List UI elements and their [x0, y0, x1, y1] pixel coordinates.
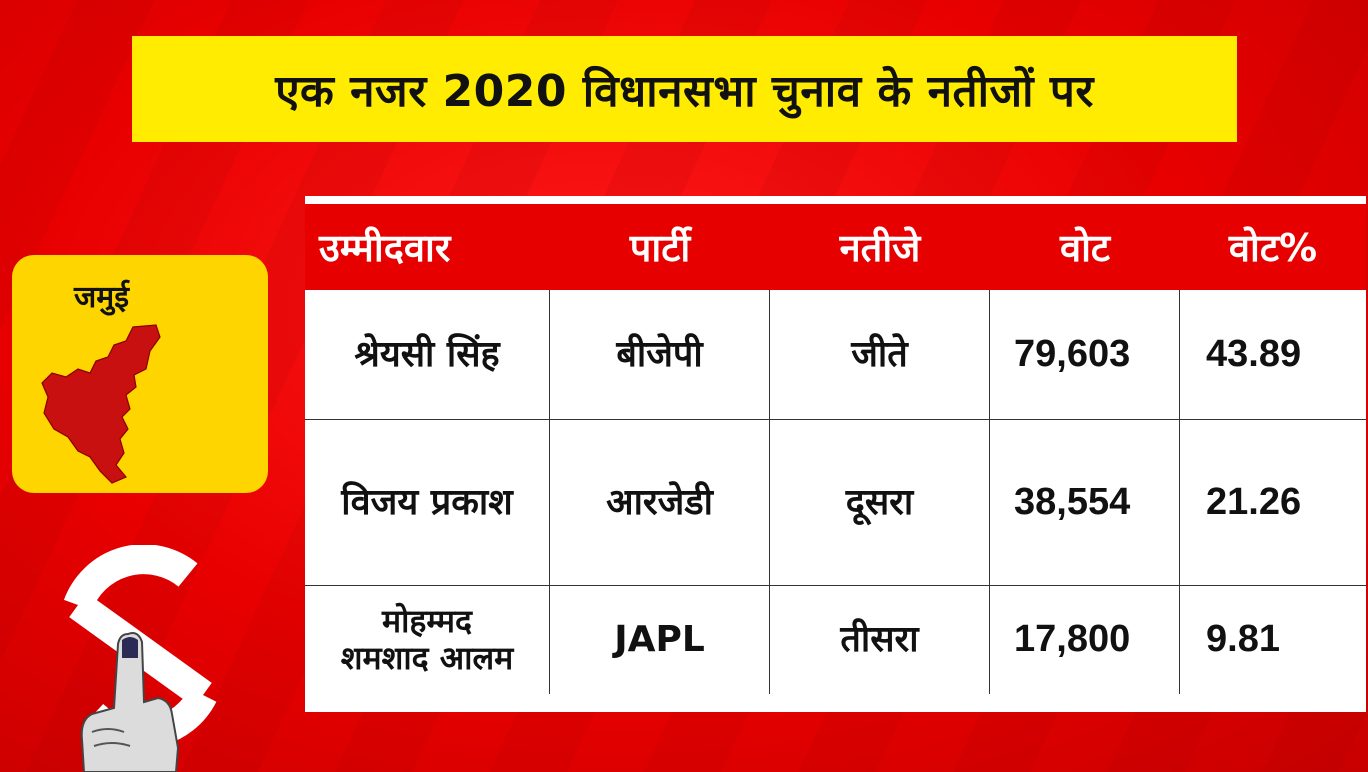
vote-pct-cell: 43.89 [1206, 332, 1302, 375]
candidate-cell: विजय प्रकाश [305, 420, 550, 585]
header-result: नतीजे [839, 226, 921, 270]
district-card: जमुई [12, 255, 268, 493]
party-cell: JAPL [550, 586, 770, 694]
header-votes: वोट [1059, 226, 1111, 270]
result-cell: तीसरा [770, 586, 990, 694]
header-party: पार्टी [629, 226, 691, 270]
title-banner: एक नजर 2020 विधानसभा चुनाव के नतीजों पर [132, 36, 1237, 142]
table-header: उम्मीदवार पार्टी नतीजे वोट वोट% [305, 204, 1366, 290]
party-cell: आरजेडी [550, 420, 770, 585]
results-table: उम्मीदवार पार्टी नतीजे वोट वोट% श्रेयसी … [305, 196, 1366, 712]
vote-pct-cell: 9.81 [1206, 618, 1280, 661]
table-body: श्रेयसी सिंह बीजेपी जीते 79,603 43.89 वि… [305, 290, 1366, 694]
votes-cell: 38,554 [990, 420, 1180, 585]
candidate-cell: श्रेयसी सिंह [305, 290, 550, 419]
district-map-icon [41, 324, 161, 484]
result-cell: जीते [770, 290, 990, 419]
table-row: श्रेयसी सिंह बीजेपी जीते 79,603 43.89 [305, 290, 1366, 420]
district-name: जमुई [74, 280, 129, 315]
header-candidate: उम्मीदवार [319, 226, 451, 270]
page-title: एक नजर 2020 विधानसभा चुनाव के नतीजों पर [275, 66, 1094, 117]
table-row: मोहम्मद शमशाद आलम JAPL तीसरा 17,800 9.81 [305, 586, 1366, 694]
votes-cell: 17,800 [990, 586, 1180, 694]
inked-finger-icon [80, 632, 180, 772]
party-cell: बीजेपी [550, 290, 770, 419]
result-cell: दूसरा [770, 420, 990, 585]
votes-cell: 79,603 [990, 290, 1180, 419]
header-vote-pct: वोट% [1228, 226, 1318, 270]
candidate-cell: मोहम्मद शमशाद आलम [305, 586, 550, 694]
table-row: विजय प्रकाश आरजेडी दूसरा 38,554 21.26 [305, 420, 1366, 586]
vote-pct-cell: 21.26 [1206, 480, 1302, 523]
